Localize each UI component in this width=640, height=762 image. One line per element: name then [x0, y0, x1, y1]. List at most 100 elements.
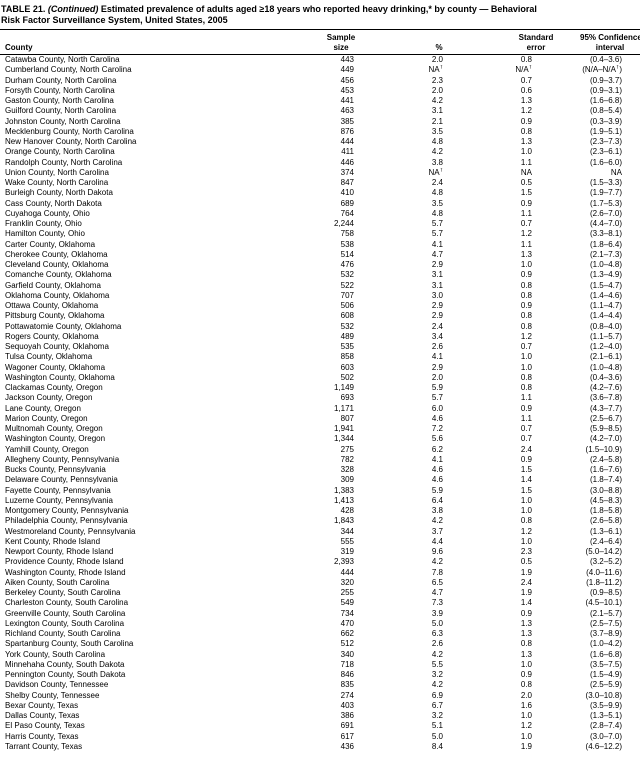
cell-standard-error: 1.3 — [520, 137, 532, 146]
cell-county: Fayette County, Pennsylvania — [5, 485, 111, 495]
dagger-footnote-marker: † — [439, 65, 443, 71]
cell-standard-error: 1.2 — [520, 721, 532, 731]
cell-confidence-interval: (0.8–5.4) — [589, 106, 622, 116]
table-row: Gaston County, North Carolina 441 4.2 1.3 (1… — [0, 96, 640, 106]
cell-confidence-interval: (1.8–11.2) — [586, 577, 622, 587]
dagger-footnote-marker: † — [439, 167, 443, 173]
cell-county: Bucks County, Pennsylvania — [5, 465, 106, 474]
cell-sample-size: 1,413 — [333, 495, 354, 505]
cell-standard-error: 1.1 — [520, 393, 532, 403]
cell-standard-error: 2.3 — [520, 547, 532, 556]
cell-standard-error: 0.8 — [520, 311, 532, 321]
cell-sample-size: 274 — [340, 690, 354, 700]
table-row: Delaware County, Pennsylvania 309 4.6 1.4 (1… — [0, 475, 640, 485]
cell-percent: 4.7 — [431, 249, 443, 259]
table-row: Greenville County, South Carolina 734 3.9 0… — [0, 609, 640, 619]
cell-percent: 2.9 — [431, 362, 443, 372]
cell-county: Cass County, North Dakota — [5, 198, 102, 208]
table-row: Clackamas County, Oregon 1,149 5.9 0.8 (4.2–… — [0, 383, 640, 393]
cell-county: Wagoner County, Oklahoma — [5, 362, 106, 372]
cell-sample-size: 2,244 — [333, 219, 354, 228]
cell-percent: 4.1 — [431, 352, 443, 362]
cell-sample-size: 538 — [340, 239, 354, 249]
cell-standard-error: 0.9 — [520, 608, 532, 618]
cell-standard-error: 1.2 — [520, 331, 532, 341]
cell-percent: 7.2 — [431, 424, 443, 433]
cell-percent: 9.6 — [431, 547, 443, 556]
cell-confidence-interval: (2.5–5.9) — [589, 680, 622, 690]
cell-percent: 2.6 — [431, 639, 443, 649]
cell-percent: 8.4 — [431, 741, 443, 751]
cell-confidence-interval: (5.0–14.2) — [585, 547, 622, 556]
cell-sample-size: 275 — [340, 444, 354, 454]
cell-confidence-interval: (3.6–7.8) — [589, 393, 622, 403]
table-row: Aiken County, South Carolina 320 6.5 2.4 (1.… — [0, 578, 640, 588]
cell-county: Tulsa County, Oklahoma — [5, 352, 93, 362]
cell-standard-error: 1.2 — [520, 106, 532, 116]
cell-confidence-interval: (1.1–4.7) — [589, 301, 622, 310]
table-row: Catawba County, North Carolina 443 2.0 0.8 (… — [0, 55, 640, 66]
cell-confidence-interval: (2.6–5.8) — [589, 516, 622, 526]
cell-standard-error: 0.6 — [520, 85, 532, 95]
cell-confidence-interval: (0.3–3.9) — [589, 116, 622, 126]
table-row: Dallas County, Texas 386 3.2 1.0 (1.3–5.1) — [0, 711, 640, 721]
cell-confidence-interval: (4.0–11.6) — [586, 567, 622, 577]
cell-confidence-interval: (1.9–7.7) — [589, 188, 622, 198]
table-row: Mecklenburg County, North Carolina 876 3.5… — [0, 127, 640, 137]
cell-sample-size: 441 — [340, 96, 354, 105]
cell-percent: 4.6 — [431, 465, 443, 474]
cell-standard-error: 0.9 — [520, 301, 532, 310]
cell-county: Newport County, Rhode Island — [5, 547, 114, 556]
table-row: Harris County, Texas 617 5.0 1.0 (3.0–7.0) — [0, 732, 640, 742]
title-divider — [0, 29, 640, 30]
cell-confidence-interval: (1.6–6.8) — [589, 649, 622, 659]
col-header-percent: % — [386, 30, 492, 55]
cell-percent: 5.0 — [431, 618, 443, 628]
cell-standard-error: 1.0 — [520, 506, 532, 515]
table-row: Guilford County, North Carolina 463 3.1 1.2… — [0, 106, 640, 116]
cell-standard-error: 1.1 — [520, 413, 532, 423]
cell-percent: 3.1 — [431, 106, 443, 116]
cell-county: Carter County, Oklahoma — [5, 239, 96, 249]
cell-percent: 2.9 — [431, 301, 443, 310]
cell-sample-size: 410 — [340, 188, 354, 198]
table-row: Tarrant County, Texas 436 8.4 1.9 (4.6–12.2) — [0, 742, 640, 752]
cell-standard-error: 0.8 — [520, 372, 532, 382]
cell-percent: NA† — [428, 167, 443, 177]
cell-confidence-interval: (3.0–8.8) — [589, 485, 622, 495]
table-row: Washington County, Oklahoma 502 2.0 0.8 (0.4… — [0, 373, 640, 383]
cell-standard-error: 1.3 — [520, 618, 532, 628]
cell-percent: 4.6 — [431, 475, 443, 485]
cell-confidence-interval: (0.4–3.6) — [589, 55, 622, 64]
cell-standard-error: 1.0 — [520, 731, 532, 741]
cell-sample-size: 453 — [340, 85, 354, 95]
table-row: Union County, North Carolina 374 NA† NA NA — [0, 168, 640, 178]
cell-percent: 5.1 — [431, 721, 443, 731]
cell-standard-error: 1.1 — [520, 208, 532, 218]
cell-sample-size: 411 — [341, 147, 354, 157]
table-row: Philadelphia County, Pennsylvania 1,843 4.… — [0, 516, 640, 526]
cell-confidence-interval: (4.3–7.7) — [589, 403, 622, 413]
cell-confidence-interval: (1.7–5.3) — [589, 198, 622, 208]
cell-standard-error: 0.9 — [520, 198, 532, 208]
dagger-footnote-marker: † — [615, 65, 620, 71]
cell-sample-size: 662 — [340, 629, 354, 638]
cell-percent: 5.7 — [431, 229, 443, 239]
cell-county: Cherokee County, Oklahoma — [5, 249, 108, 259]
cell-confidence-interval: (4.5–8.3) — [589, 495, 622, 505]
cell-county: Washington County, Oregon — [5, 434, 106, 444]
cell-confidence-interval: (2.4–6.4) — [589, 536, 622, 546]
cell-confidence-interval: (2.5–6.7) — [589, 413, 622, 423]
cell-sample-size: 734 — [340, 608, 354, 618]
cell-confidence-interval: (3.2–5.2) — [589, 557, 622, 567]
cell-standard-error: 1.5 — [520, 485, 532, 495]
table-row: El Paso County, Texas 691 5.1 1.2 (2.8–7.4) — [0, 721, 640, 731]
cell-sample-size: 689 — [340, 198, 354, 208]
cell-standard-error: 0.7 — [520, 342, 532, 351]
cell-confidence-interval: (1.0–4.8) — [589, 362, 622, 372]
cell-percent: 3.0 — [431, 290, 443, 300]
cell-county: Washington County, Oklahoma — [5, 372, 115, 382]
table-row: Cherokee County, Oklahoma 514 4.7 1.3 (2.1–7… — [0, 250, 640, 260]
cell-sample-size: 1,843 — [333, 516, 354, 526]
